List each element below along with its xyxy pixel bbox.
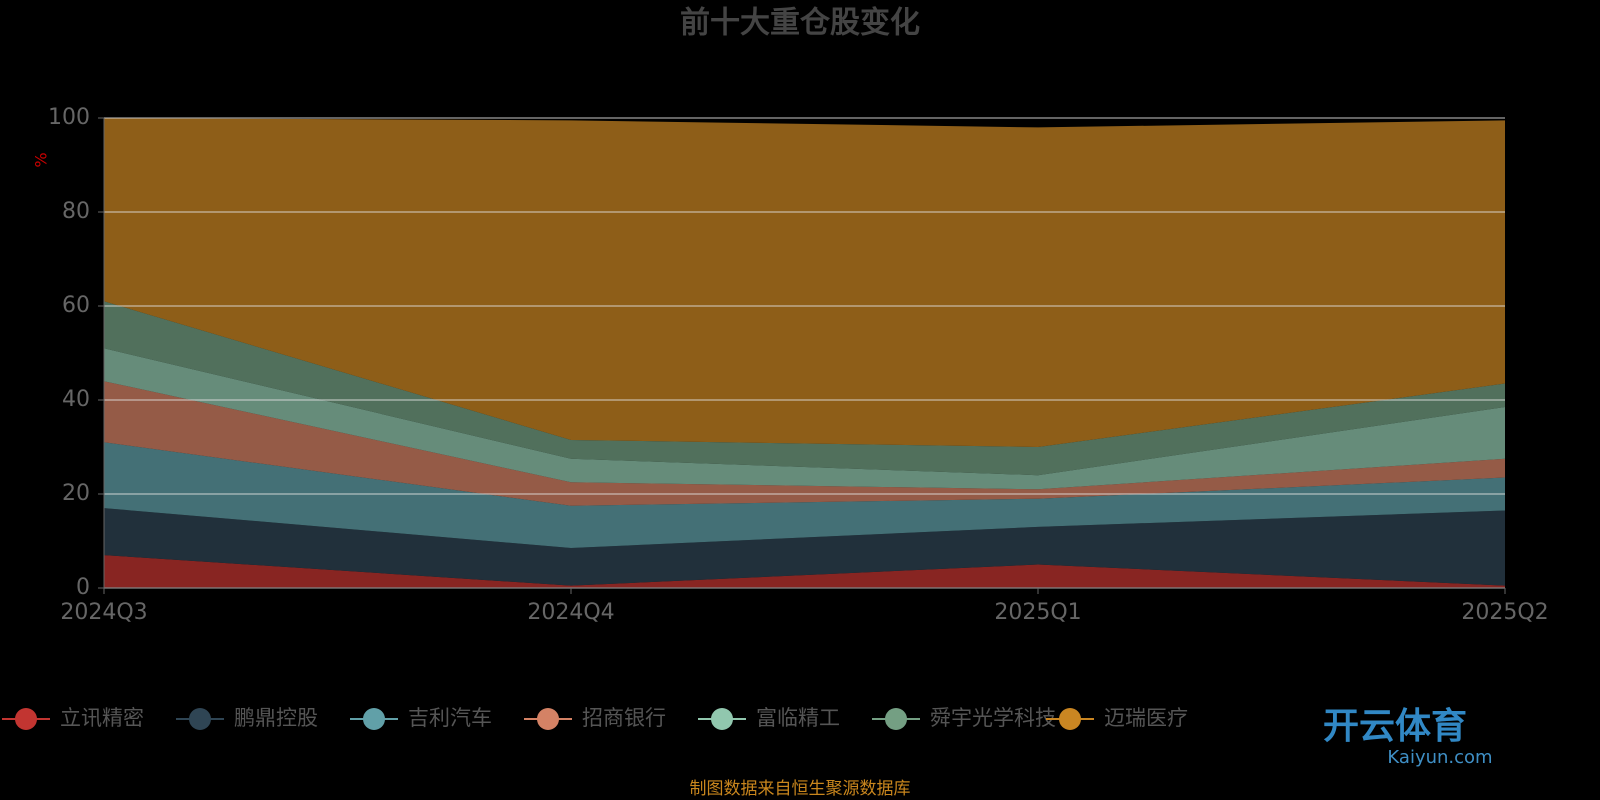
legend-item[interactable]: 立讯精密 — [2, 706, 144, 730]
legend-label: 鹏鼎控股 — [234, 706, 318, 730]
y-tick-label: 60 — [62, 293, 90, 318]
area — [104, 301, 1505, 476]
x-tick-label: 2025Q1 — [994, 600, 1081, 625]
area — [104, 555, 1505, 588]
legend-label: 迈瑞医疗 — [1104, 706, 1188, 730]
watermark: 开云体育 — [1323, 706, 1467, 747]
legend-item[interactable]: 吉利汽车 — [350, 706, 492, 730]
legend-label: 富临精工 — [756, 706, 840, 730]
area — [104, 118, 1505, 447]
legend-label: 吉利汽车 — [408, 706, 492, 730]
legend-marker — [537, 708, 559, 730]
x-tick-label: 2025Q2 — [1461, 600, 1548, 625]
legend-marker — [189, 708, 211, 730]
axes: 0 20 40 60 80 100 2024Q3 2024Q4 2025Q1 2025Q2 — [48, 105, 1549, 625]
area — [104, 442, 1505, 549]
legend-marker — [15, 708, 37, 730]
y-tick-label: 80 — [62, 199, 90, 224]
y-tick-label: 100 — [48, 105, 90, 130]
y-axis-label: % — [32, 152, 51, 167]
source-note: 制图数据来自恒生聚源数据库 — [690, 779, 911, 799]
legend: 立讯精密 鹏鼎控股 吉利汽车 招商银行 富临精工 舜宇光学科技 迈瑞医疗 — [2, 706, 1188, 730]
legend-item[interactable]: 招商银行 — [524, 706, 666, 730]
legend-marker — [711, 708, 733, 730]
legend-item[interactable]: 舜宇光学科技 — [872, 706, 1056, 730]
x-tick-label: 2024Q4 — [527, 600, 614, 625]
area — [104, 508, 1505, 586]
legend-marker — [1059, 708, 1081, 730]
y-tick-label: 20 — [62, 481, 90, 506]
areas — [104, 118, 1505, 588]
chart-title: 前十大重仓股变化 — [680, 6, 920, 41]
legend-item[interactable]: 迈瑞医疗 — [1046, 706, 1188, 730]
legend-item[interactable]: 鹏鼎控股 — [176, 706, 318, 730]
x-tick-label: 2024Q3 — [60, 600, 147, 625]
area — [104, 381, 1505, 506]
y-tick-label: 40 — [62, 387, 90, 412]
legend-label: 立讯精密 — [60, 706, 144, 730]
y-tick-label: 0 — [76, 575, 90, 600]
area — [104, 348, 1505, 490]
legend-marker — [363, 708, 385, 730]
legend-item[interactable]: 富临精工 — [698, 706, 840, 730]
watermark-sub: Kaiyun.com — [1387, 747, 1492, 768]
legend-label: 招商银行 — [582, 706, 666, 730]
legend-marker — [885, 708, 907, 730]
legend-label: 舜宇光学科技 — [930, 706, 1056, 730]
